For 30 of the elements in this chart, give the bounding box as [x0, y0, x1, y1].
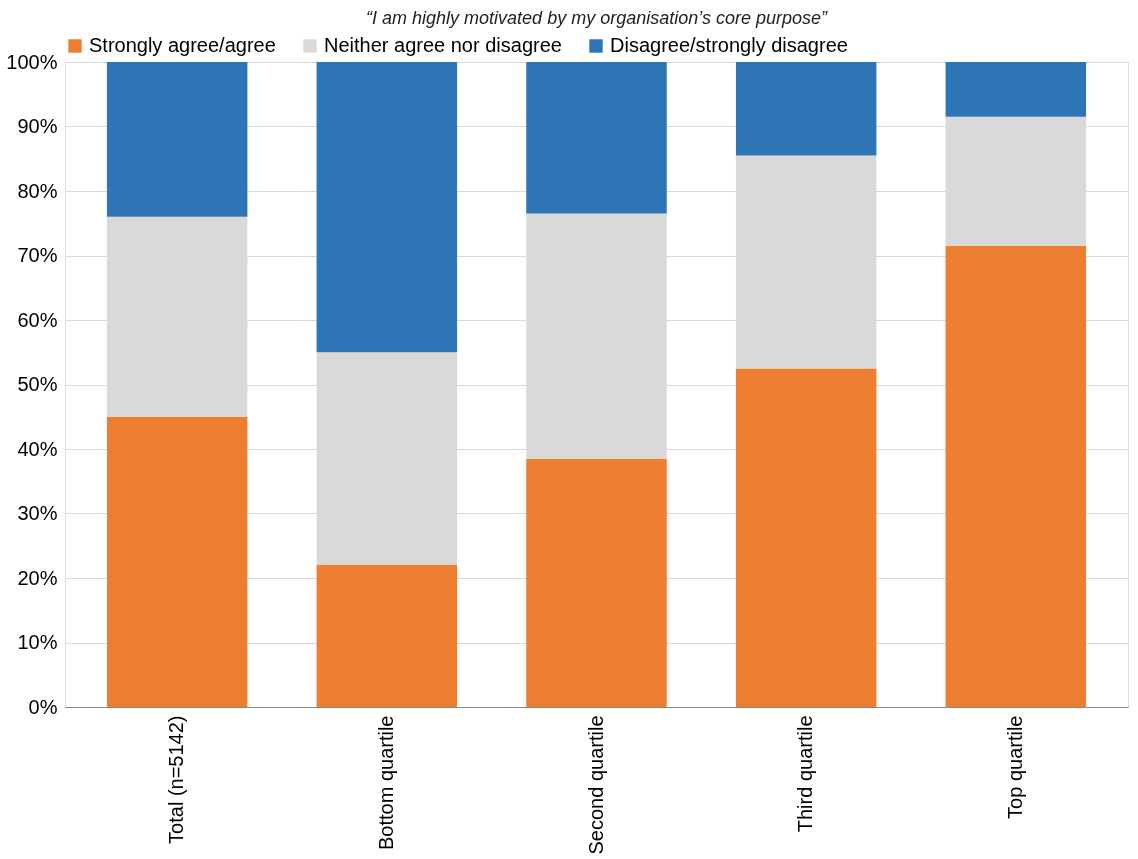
y-tick-label: 80%: [17, 179, 58, 202]
y-tick-label: 30%: [17, 502, 58, 524]
legend-label: Disagree/strongly disagree: [610, 34, 848, 56]
y-tick-label: 10%: [17, 631, 58, 653]
bar: [945, 62, 1087, 117]
y-tick-label: 40%: [17, 437, 58, 460]
bar: [526, 62, 667, 214]
y-tick-label: 60%: [17, 308, 58, 331]
y-tick-label: 50%: [17, 373, 58, 395]
y-tick-label: 20%: [17, 566, 58, 589]
y-tick-label: 100%: [6, 50, 58, 73]
x-tick-label: Second quartile: [584, 715, 607, 855]
x-tick-label: Top quartile: [1003, 715, 1026, 819]
x-tick-label: Third quartile: [794, 715, 817, 833]
bar: [106, 416, 248, 707]
y-tick-label: 70%: [17, 244, 58, 266]
x-tick-label: Bottom quartile: [374, 715, 397, 851]
bar: [945, 245, 1087, 707]
chart-title: “I am highly motivated by my organisation’s core purpose”: [366, 8, 828, 28]
bar: [106, 62, 248, 217]
y-tick-label: 0%: [28, 695, 58, 718]
bar: [526, 458, 667, 707]
bar: [735, 368, 877, 707]
bar: [735, 62, 877, 156]
bar: [316, 62, 458, 353]
legend-label: Strongly agree/agree: [89, 34, 276, 56]
x-tick-label: Total (n=5142): [165, 715, 188, 844]
bar: [316, 565, 458, 707]
y-tick-label: 90%: [17, 115, 58, 137]
legend-label: Neither agree nor disagree: [324, 34, 562, 56]
